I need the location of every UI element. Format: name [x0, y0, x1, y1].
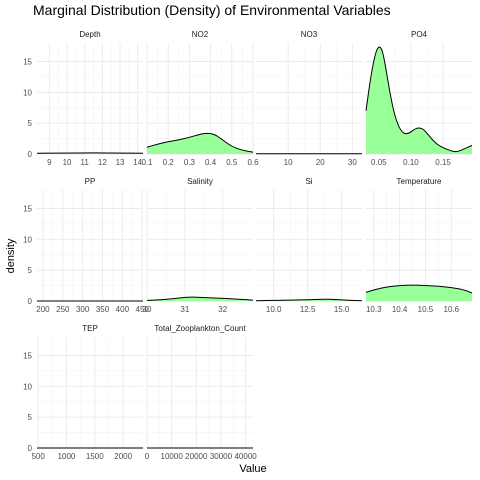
density-area	[147, 133, 253, 154]
density-area	[366, 284, 472, 301]
density-line	[365, 284, 473, 294]
panel-no3: NO3 10 20 30	[256, 30, 362, 167]
panel-tep: TEP 500 1000 1500 2000 0 5 10 15	[23, 324, 143, 461]
x-tick-label: 0.05	[371, 158, 387, 167]
x-tick-label: 250	[56, 305, 70, 314]
x-tick-label: 0.4	[205, 158, 217, 167]
y-tick-label: 15	[23, 205, 32, 214]
density-line	[365, 46, 473, 153]
y-tick-label: 0	[28, 297, 33, 306]
x-tick-label: 15.0	[334, 305, 350, 314]
x-tick-label: 10.6	[444, 305, 460, 314]
y-tick-label: 5	[28, 266, 33, 275]
x-tick-label: 9	[47, 158, 52, 167]
x-tick-label: 0.5	[226, 158, 238, 167]
x-tick-label: 0.2	[163, 158, 175, 167]
y-axis-title: density	[5, 238, 17, 273]
x-tick-label: 10	[284, 158, 293, 167]
density-line	[146, 132, 254, 153]
y-tick-label: 10	[23, 235, 32, 244]
panel-no2: NO2 0.1 0.2 0.3 0.4 0.5 0.6	[141, 30, 259, 167]
x-tick-label: 40000	[234, 452, 257, 461]
strip-label: TEP	[82, 324, 98, 333]
x-tick-label: 200	[36, 305, 50, 314]
strip-label: NO3	[301, 30, 318, 39]
x-axis-title: Value	[239, 463, 266, 475]
strip-label: NO2	[192, 30, 209, 39]
strip-label: Total_Zooplankton_Count	[154, 324, 246, 333]
density-line	[255, 298, 363, 302]
x-tick-label: 30000	[210, 452, 233, 461]
x-tick-label: 30	[143, 305, 152, 314]
y-tick-label: 15	[23, 352, 32, 361]
strip-label: PO4	[411, 30, 428, 39]
density-area	[147, 296, 253, 301]
strip-label: Si	[305, 177, 312, 186]
x-tick-label: 0.1	[141, 158, 153, 167]
x-tick-label: 20000	[185, 452, 208, 461]
x-tick-label: 11	[81, 158, 90, 167]
x-tick-label: 31	[180, 305, 189, 314]
density-line	[146, 296, 254, 301]
x-tick-label: 0.3	[184, 158, 196, 167]
density-area	[366, 46, 472, 154]
panel-salinity: Salinity 30 31 32	[143, 177, 254, 314]
x-tick-label: 10.0	[266, 305, 282, 314]
x-tick-label: 10.5	[418, 305, 434, 314]
x-tick-label: 32	[218, 305, 227, 314]
y-tick-label: 0	[28, 444, 33, 453]
x-tick-label: 20	[316, 158, 325, 167]
y-tick-label: 0	[28, 150, 33, 159]
panel-si: Si 10.0 12.5 15.0	[255, 177, 363, 314]
x-tick-label: 12.5	[300, 305, 316, 314]
panel-temperature: Temperature 10.3 10.4 10.5 10.6	[365, 177, 473, 314]
y-tick-label: 15	[23, 58, 32, 67]
panel-pp: PP 200 250 300 350 400 450 0 5 10 15	[23, 177, 149, 314]
x-tick-label: 0.10	[403, 158, 419, 167]
x-tick-label: 13	[116, 158, 125, 167]
panel-total_zooplankton_count: Total_Zooplankton_Count 0 10000 20000 30000 4…	[145, 324, 258, 461]
strip-label: Temperature	[397, 177, 442, 186]
x-tick-label: 10000	[161, 452, 184, 461]
x-tick-label: 0.15	[435, 158, 451, 167]
panel-po4: PO4 0.05 0.10 0.15	[365, 30, 473, 167]
chart-title: Marginal Distribution (Density) of Envir…	[33, 2, 391, 18]
x-tick-label: 400	[116, 305, 130, 314]
x-tick-label: 10	[63, 158, 72, 167]
x-tick-label: 1000	[58, 452, 76, 461]
strip-label: PP	[85, 177, 96, 186]
x-tick-label: 10.3	[366, 305, 382, 314]
x-tick-label: 0.6	[247, 158, 259, 167]
facet-panels: Depth 9 10 11 12 13 14 0 5 10 15 NO2 0.1 0.2 0.3 0.4 0.5…	[23, 30, 473, 461]
x-tick-label: 14	[133, 158, 142, 167]
x-tick-label: 2000	[114, 452, 132, 461]
x-tick-label: 10.4	[392, 305, 408, 314]
x-tick-label: 300	[76, 305, 90, 314]
strip-label: Salinity	[187, 177, 213, 186]
x-tick-label: 1500	[86, 452, 104, 461]
x-tick-label: 30	[348, 158, 357, 167]
x-tick-label: 450	[136, 305, 150, 314]
strip-label: Depth	[79, 30, 100, 39]
x-tick-label: 12	[98, 158, 107, 167]
y-tick-label: 5	[28, 413, 33, 422]
y-tick-label: 5	[28, 119, 33, 128]
x-tick-label: 350	[96, 305, 110, 314]
panel-depth: Depth 9 10 11 12 13 14 0 5 10 15	[23, 30, 144, 167]
y-tick-label: 10	[23, 382, 32, 391]
x-tick-label: 0	[145, 452, 150, 461]
y-tick-label: 10	[23, 88, 32, 97]
x-tick-label: 500	[31, 452, 45, 461]
